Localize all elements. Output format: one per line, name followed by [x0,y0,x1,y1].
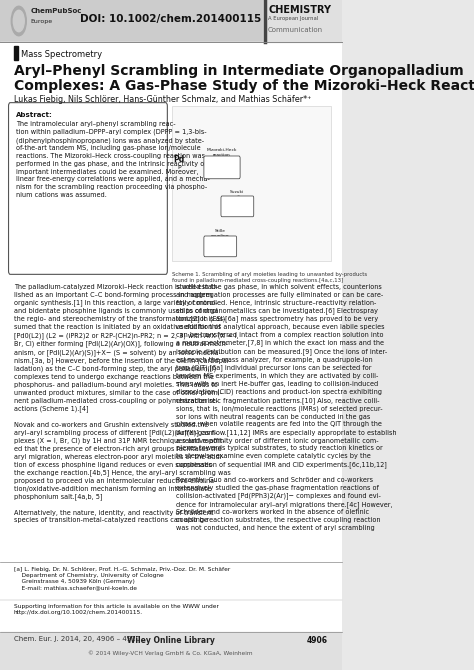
Text: Suzuki
coupling: Suzuki coupling [228,190,246,198]
Text: Complexes: A Gas-Phase Study of the Mizoroki–Heck Reaction: Complexes: A Gas-Phase Study of the Mizo… [14,79,474,93]
FancyBboxPatch shape [9,103,167,274]
Text: Abstract:: Abstract: [17,112,53,118]
Text: Supporting information for this article is available on the WWW under
http://dx.: Supporting information for this article … [14,604,219,615]
Text: © 2014 Wiley-VCH Verlag GmbH & Co. KGaA, Weinheim: © 2014 Wiley-VCH Verlag GmbH & Co. KGaA,… [89,650,253,656]
Circle shape [11,6,26,36]
Text: Mass Spectrometry: Mass Spectrometry [21,50,102,59]
FancyBboxPatch shape [204,156,240,179]
Text: [a] L. Fiebig, Dr. N. Schlörer, Prof. H.-G. Schmalz, Priv.-Doz. Dr. M. Schäfer
 : [a] L. Fiebig, Dr. N. Schlörer, Prof. H.… [14,567,230,590]
Text: Pd: Pd [173,155,185,164]
Circle shape [13,10,24,31]
Text: Europe: Europe [31,19,53,24]
Text: The intramolecular aryl–phenyl scrambling reac-
tion within palladium–DPPP–aryl : The intramolecular aryl–phenyl scramblin… [17,121,210,198]
Bar [0,0,342,42]
Text: Mizoroki-Heck
reaction: Mizoroki-Heck reaction [207,148,237,157]
Text: Aryl–Phenyl Scrambling in Intermediate Organopalladium: Aryl–Phenyl Scrambling in Intermediate O… [14,64,464,78]
Text: studied in the gas phase, in which solvent effects, counterions
and aggregation : studied in the gas phase, in which solve… [176,284,396,531]
Text: The palladium-catalyzed Mizoroki–Heck reaction is well-estab-
lished as an impor: The palladium-catalyzed Mizoroki–Heck re… [14,284,238,523]
Text: Scheme 1. Scrambling of aryl moieties leading to unwanted by-products
found in p: Scheme 1. Scrambling of aryl moieties le… [173,272,368,283]
Text: DOI: 10.1002/chem.201400115: DOI: 10.1002/chem.201400115 [80,14,261,24]
Text: 4906: 4906 [307,636,328,645]
Text: CHEMISTRY: CHEMISTRY [268,5,331,15]
Text: A European Journal: A European Journal [268,16,319,21]
Bar [0,632,342,670]
Text: Stille
coupling: Stille coupling [211,229,229,238]
Text: Wiley Online Library: Wiley Online Library [127,636,215,645]
Text: Lukas Fiebig, Nils Schlörer, Hans-Günther Schmalz, and Mathias Schäfer*⁺: Lukas Fiebig, Nils Schlörer, Hans-Günthe… [14,95,311,104]
FancyBboxPatch shape [221,196,254,217]
Text: ChemPubSoc: ChemPubSoc [31,8,82,14]
Bar [14,46,18,60]
Text: P: P [177,165,181,170]
Bar [173,106,331,261]
FancyBboxPatch shape [204,236,237,257]
Text: Chem. Eur. J. 2014, 20, 4906 – 4910: Chem. Eur. J. 2014, 20, 4906 – 4910 [14,636,140,642]
Bar [263,0,342,42]
Text: Communication: Communication [268,27,323,33]
